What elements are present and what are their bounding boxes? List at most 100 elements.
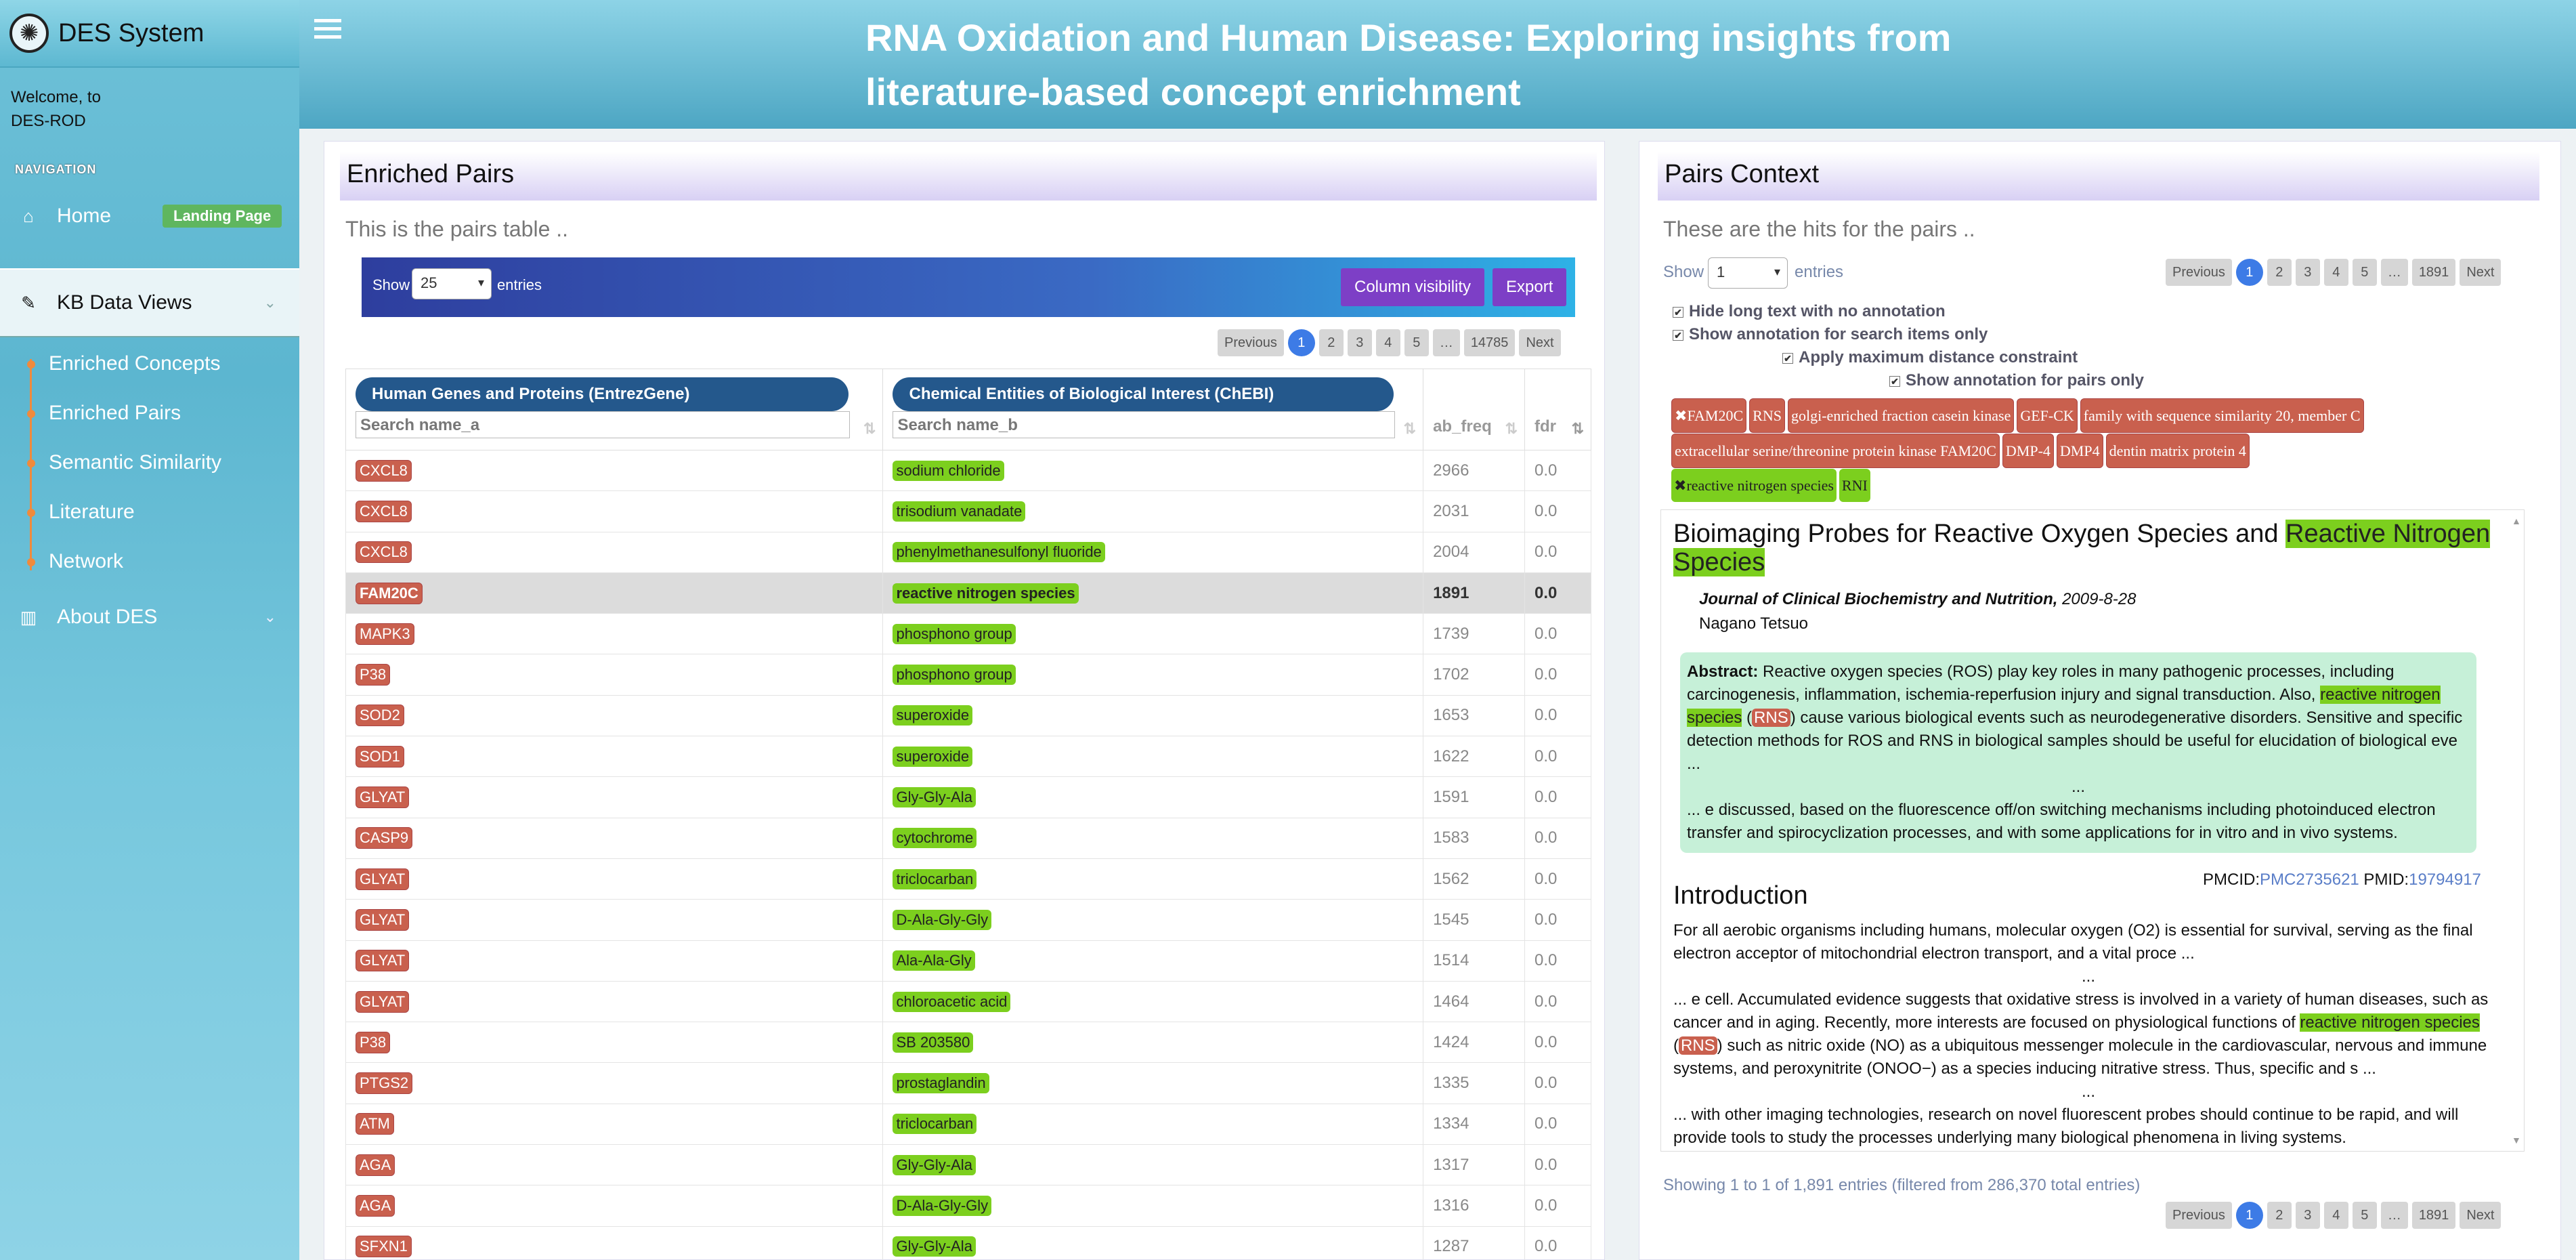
gene-tag[interactable]: P38 xyxy=(356,1031,391,1053)
sidebar-item-enriched-pairs[interactable]: Enriched Pairs xyxy=(27,402,181,425)
chem-tag[interactable]: Gly-Gly-Ala xyxy=(893,787,976,808)
max-distance-checkbox[interactable]: ✔ Apply maximum distance constraint xyxy=(1782,348,2078,367)
chem-tag[interactable]: phenylmethanesulfonyl fluoride xyxy=(893,542,1105,563)
previous-page-button[interactable]: Previous xyxy=(2166,259,2232,286)
chem-tag[interactable]: triclocarban xyxy=(893,868,977,889)
gene-tag[interactable]: golgi-enriched fraction casein kinase xyxy=(1787,398,2015,433)
page-button[interactable]: 5 xyxy=(2352,1202,2377,1229)
table-row[interactable]: CXCL8 sodium chloride 2966 0.0 xyxy=(345,449,1591,492)
page-button[interactable]: 3 xyxy=(2295,259,2320,286)
gene-tag[interactable]: ATM xyxy=(356,1113,394,1135)
sort-icon[interactable]: ⇅ xyxy=(1403,420,1417,437)
search-items-only-checkbox[interactable]: ✔ Show annotation for search items only xyxy=(1673,325,1988,344)
column-visibility-button[interactable]: Column visibility xyxy=(1341,268,1485,306)
page-button[interactable]: 2 xyxy=(2267,259,2292,286)
gene-tag[interactable]: GLYAT xyxy=(356,786,410,809)
export-button[interactable]: Export xyxy=(1493,268,1567,306)
table-row[interactable]: GLYAT Ala-Ala-Gly 1514 0.0 xyxy=(345,940,1591,982)
gene-tag[interactable]: AGA xyxy=(356,1154,395,1176)
nav-home[interactable]: ⌂ Home Landing Page xyxy=(0,201,299,232)
sidebar-item-enriched-concepts[interactable]: Enriched Concepts xyxy=(27,352,220,375)
page-button[interactable]: 4 xyxy=(2323,1202,2348,1229)
gene-tag[interactable]: PTGS2 xyxy=(356,1072,413,1095)
sort-icon[interactable]: ⇅ xyxy=(863,420,876,437)
table-row[interactable]: CXCL8 trisodium vanadate 2031 0.0 xyxy=(345,490,1591,532)
column-b-title[interactable]: Chemical Entities of Biological Interest… xyxy=(893,377,1394,411)
chem-tag[interactable]: SB 203580 xyxy=(893,1032,974,1053)
sidebar-item-network[interactable]: Network xyxy=(27,550,123,573)
table-row[interactable]: PTGS2 prostaglandin 1335 0.0 xyxy=(345,1062,1591,1104)
table-row[interactable]: SFXN1 Gly-Gly-Ala 1287 0.0 xyxy=(345,1225,1591,1260)
page-button[interactable]: 14785 xyxy=(1463,329,1516,356)
chem-tag[interactable]: D-Ala-Gly-Gly xyxy=(893,1195,992,1216)
table-row[interactable]: GLYAT chloroacetic acid 1464 0.0 xyxy=(345,980,1591,1023)
chem-tag[interactable]: Gly-Gly-Ala xyxy=(893,1236,976,1257)
gene-tag[interactable]: DMP-4 xyxy=(2002,434,2054,468)
chem-tag[interactable]: superoxide xyxy=(893,705,973,726)
gene-tag[interactable]: GLYAT xyxy=(356,950,410,972)
table-row[interactable]: FAM20C reactive nitrogen species 1891 0.0 xyxy=(345,572,1591,614)
chem-tag[interactable]: chloroacetic acid xyxy=(893,991,1011,1012)
pair-context-viewer[interactable]: ▲ ▼ Bioimaging Probes for Reactive Oxygen… xyxy=(1660,509,2525,1152)
table-row[interactable]: ATM triclocarban 1334 0.0 xyxy=(345,1103,1591,1146)
article-title[interactable]: Bioimaging Probes for Reactive Oxygen Sp… xyxy=(1673,520,2513,576)
close-icon[interactable]: ✖ xyxy=(1675,407,1688,424)
page-button[interactable]: 1 xyxy=(2235,1202,2263,1229)
chem-tag[interactable]: prostaglandin xyxy=(893,1073,989,1094)
gene-tag[interactable]: FAM20C xyxy=(356,582,423,604)
chem-tag[interactable]: phosphono group xyxy=(893,623,1016,644)
right-entries-select[interactable]: 1 ▾ xyxy=(1708,257,1788,289)
search-name-a-input[interactable]: Search name_a xyxy=(356,411,850,438)
page-button[interactable]: 1891 xyxy=(2411,1202,2456,1229)
nav-about[interactable]: ▥ About DES ⌄ xyxy=(0,602,299,633)
page-button[interactable]: 1 xyxy=(1287,329,1315,356)
table-row[interactable]: GLYAT D-Ala-Gly-Gly 1545 0.0 xyxy=(345,899,1591,941)
table-row[interactable]: GLYAT triclocarban 1562 0.0 xyxy=(345,858,1591,900)
page-button[interactable]: … xyxy=(1432,329,1460,356)
pairs-only-checkbox[interactable]: ✔ Show annotation for pairs only xyxy=(1889,371,2144,390)
nav-kb-data-views[interactable]: ✎ KB Data Views ⌄ xyxy=(0,268,299,337)
column-header-fdr[interactable]: fdr ⇅ xyxy=(1524,369,1591,450)
sidebar-item-semantic-similarity[interactable]: Semantic Similarity xyxy=(27,451,221,474)
gene-tag[interactable]: GLYAT xyxy=(356,990,410,1013)
chem-tag[interactable]: trisodium vanadate xyxy=(893,501,1026,522)
gene-tag[interactable]: SFXN1 xyxy=(356,1236,412,1258)
gene-tag[interactable]: SOD2 xyxy=(356,705,404,727)
page-button[interactable]: 2 xyxy=(2267,1202,2292,1229)
page-button[interactable]: 4 xyxy=(1375,329,1400,356)
gene-tag[interactable]: SOD1 xyxy=(356,745,404,768)
gene-tag-removable[interactable]: ✖FAM20C xyxy=(1671,398,1747,433)
gene-tag[interactable]: AGA xyxy=(356,1194,395,1217)
previous-page-button[interactable]: Previous xyxy=(1218,329,1284,356)
table-row[interactable]: SOD2 superoxide 1653 0.0 xyxy=(345,694,1591,737)
page-button[interactable]: … xyxy=(2380,1202,2408,1229)
search-name-b-input[interactable]: Search name_b xyxy=(893,411,1396,438)
chem-tag[interactable]: Ala-Ala-Gly xyxy=(893,950,975,971)
gene-tag[interactable]: CASP9 xyxy=(356,827,413,849)
table-row[interactable]: P38 SB 203580 1424 0.0 xyxy=(345,1022,1591,1064)
previous-page-button[interactable]: Previous xyxy=(2166,1202,2232,1229)
page-button[interactable]: 5 xyxy=(2352,259,2377,286)
page-button[interactable]: 4 xyxy=(2323,259,2348,286)
page-button[interactable]: … xyxy=(2380,259,2408,286)
page-button[interactable]: 1 xyxy=(2235,259,2263,286)
column-header-freq[interactable]: ab_freq ⇅ xyxy=(1423,369,1525,450)
table-row[interactable]: CASP9 cytochrome 1583 0.0 xyxy=(345,817,1591,859)
chem-tag[interactable]: RNI xyxy=(1839,469,1870,502)
scrollbar[interactable]: ▲ ▼ xyxy=(2512,516,2521,1146)
page-button[interactable]: 3 xyxy=(2295,1202,2320,1229)
table-row[interactable]: MAPK3 phosphono group 1739 0.0 xyxy=(345,613,1591,655)
table-row[interactable]: AGA Gly-Gly-Ala 1317 0.0 xyxy=(345,1144,1591,1186)
table-row[interactable]: P38 phosphono group 1702 0.0 xyxy=(345,654,1591,696)
pmcid-link[interactable]: PMC2735621 xyxy=(2260,870,2359,889)
gene-tag[interactable]: dentin matrix protein 4 xyxy=(2105,434,2250,468)
entries-select[interactable]: 25 ▾ xyxy=(412,268,492,299)
close-icon[interactable]: ✖ xyxy=(1674,477,1687,494)
next-page-button[interactable]: Next xyxy=(2460,259,2502,286)
gene-tag[interactable]: DMP4 xyxy=(2056,434,2103,468)
gene-tag[interactable]: CXCL8 xyxy=(356,459,412,482)
chem-tag[interactable]: triclocarban xyxy=(893,1114,977,1135)
hide-long-text-checkbox[interactable]: ✔ Hide long text with no annotation xyxy=(1673,302,1946,321)
brand[interactable]: ✺ DES System xyxy=(0,0,299,68)
gene-tag[interactable]: GEF-CK xyxy=(2017,398,2078,433)
